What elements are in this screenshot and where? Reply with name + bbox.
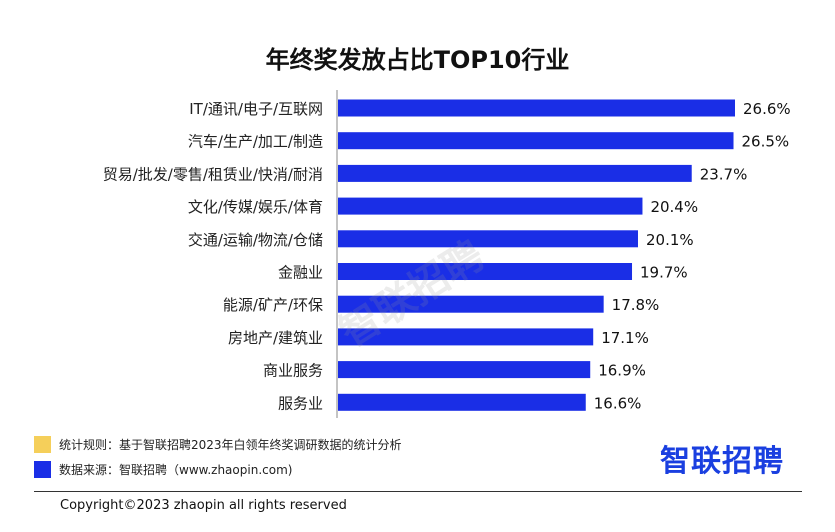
category-label: 服务业: [278, 394, 323, 412]
copyright: Copyright©2023 zhaopin all rights reserv…: [60, 498, 347, 513]
bar: [338, 263, 633, 280]
value-label: 26.5%: [742, 133, 790, 151]
value-label: 19.7%: [640, 264, 688, 282]
category-label: 汽车/生产/加工/制造: [188, 133, 323, 151]
bar-chart: IT/通讯/电子/互联网 26.6% 汽车/生产/加工/制造 26.5% 贸易/批发/零…: [103, 90, 791, 418]
category-label: 商业服务: [263, 362, 323, 380]
bar: [338, 361, 591, 379]
category-label: 交通/运输/物流/仓储: [188, 231, 323, 249]
value-label: 16.6%: [594, 394, 642, 412]
bar: [338, 295, 604, 313]
bar: [338, 328, 594, 346]
category-label: IT/通讯/电子/互联网: [189, 100, 323, 118]
bar: [338, 230, 638, 248]
category-label: 贸易/批发/零售/租赁业/快消/耐消: [103, 165, 323, 183]
value-label: 20.4%: [650, 198, 698, 216]
bar: [338, 99, 735, 117]
zhaopin-logo: 智联招聘: [660, 444, 784, 479]
category-label: 房地产/建筑业: [228, 329, 323, 347]
bar: [338, 197, 643, 215]
note-rule-swatch: [34, 436, 51, 453]
bar: [338, 132, 734, 150]
value-label: 17.8%: [612, 296, 660, 314]
note-rule-text: 统计规则：基于智联招聘2023年白领年终奖调研数据的统计分析: [59, 438, 402, 452]
note-rule: 统计规则：基于智联招聘2023年白领年终奖调研数据的统计分析: [34, 436, 402, 453]
category-label: 金融业: [278, 264, 323, 282]
chart-title: 年终奖发放占比TOP10行业: [265, 46, 570, 74]
note-source-text: 数据来源：智联招聘（www.zhaopin.com): [59, 463, 293, 477]
category-label: 能源/矿产/环保: [223, 296, 323, 314]
category-label: 文化/传媒/娱乐/体育: [188, 198, 323, 216]
value-label: 20.1%: [646, 231, 694, 249]
value-label: 17.1%: [601, 329, 649, 347]
note-source-swatch: [34, 461, 51, 478]
value-label: 16.9%: [598, 362, 646, 380]
value-label: 26.6%: [743, 100, 791, 118]
footer-divider: [34, 491, 802, 492]
bar: [338, 164, 692, 182]
value-label: 23.7%: [700, 165, 748, 183]
note-source: 数据来源：智联招聘（www.zhaopin.com): [34, 461, 292, 478]
bar: [338, 393, 586, 411]
